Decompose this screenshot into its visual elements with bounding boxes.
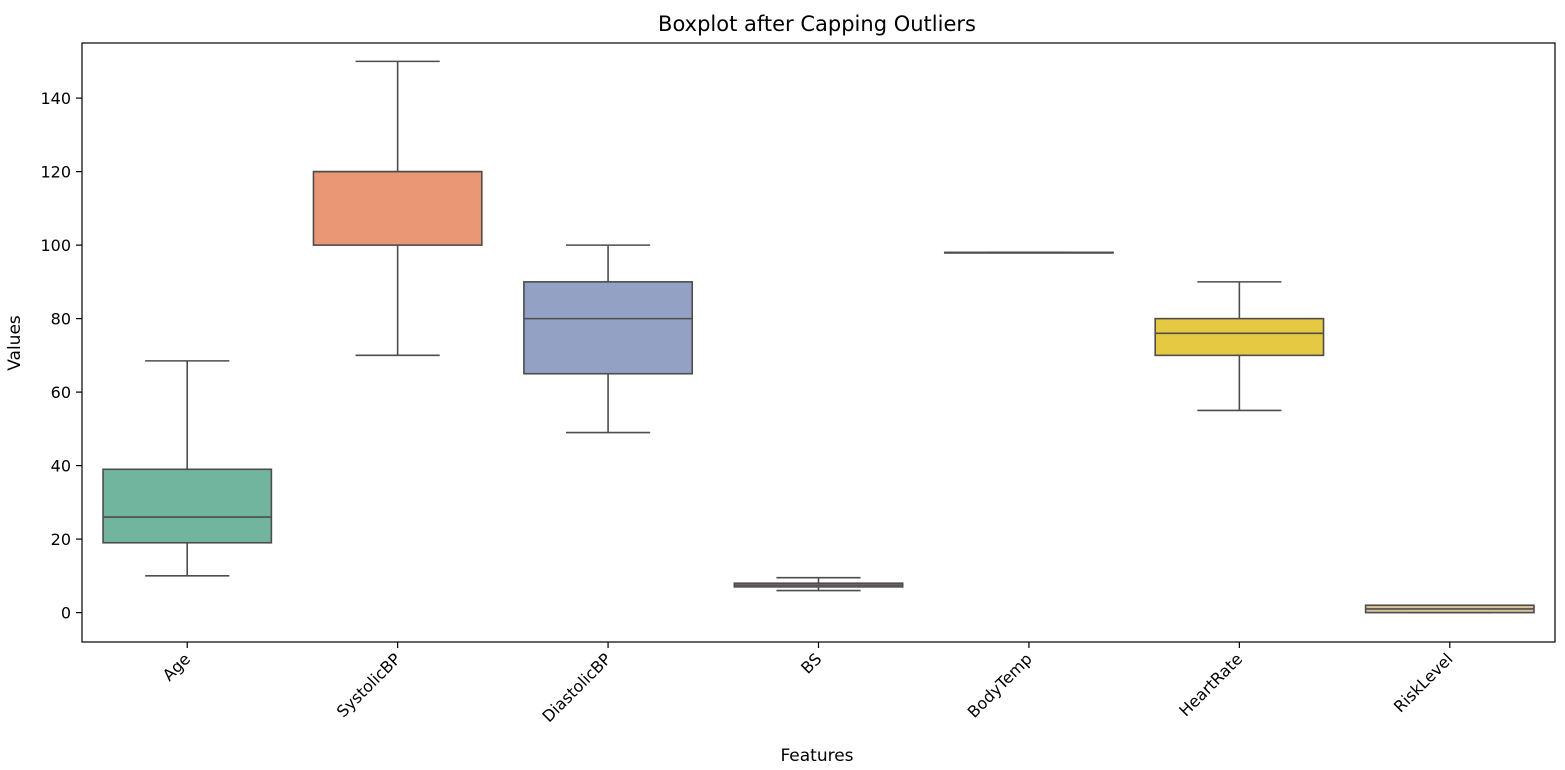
y-tick-label: 0: [61, 604, 71, 623]
x-tick-label: RiskLevel: [1390, 649, 1457, 716]
x-axis: Age SystolicBP DiastolicBP BS BodyTemp HeartR…: [159, 642, 1457, 726]
x-tick-label: DiastolicBP: [538, 649, 615, 726]
y-tick-label: 80: [51, 310, 71, 329]
y-axis: 0 20 40 60 80 100 120 140: [40, 89, 82, 623]
plot-frame: [81, 42, 1556, 643]
boxes-layer: [102, 60, 1535, 614]
y-tick-label: 100: [40, 236, 71, 255]
x-tick-label: BodyTemp: [964, 649, 1036, 721]
x-axis-label: Features: [780, 746, 853, 766]
x-tick-label: BS: [797, 649, 825, 677]
x-tick-label: SystolicBP: [333, 649, 405, 721]
y-axis-label: Values: [5, 315, 25, 371]
iqr-box: [523, 281, 694, 375]
box-systolicbp: [312, 60, 483, 357]
x-tick-label: HeartRate: [1175, 649, 1246, 720]
chart-title: Boxplot after Capping Outliers: [658, 12, 976, 36]
y-tick-label: 120: [40, 163, 71, 182]
y-tick-label: 60: [51, 383, 71, 402]
y-tick-label: 20: [51, 530, 71, 549]
box-risklevel: [1364, 604, 1535, 614]
y-tick-label: 40: [51, 457, 71, 476]
box-heartrate: [1154, 281, 1325, 412]
x-tick-label: Age: [159, 649, 194, 684]
iqr-box: [1154, 317, 1325, 357]
box-bs: [733, 576, 904, 592]
iqr-box: [312, 170, 483, 246]
box-age: [102, 360, 273, 577]
y-tick-label: 140: [40, 89, 71, 108]
box-diastolicbp: [523, 244, 694, 434]
box-bodytemp: [943, 251, 1114, 254]
iqr-box: [102, 468, 273, 544]
